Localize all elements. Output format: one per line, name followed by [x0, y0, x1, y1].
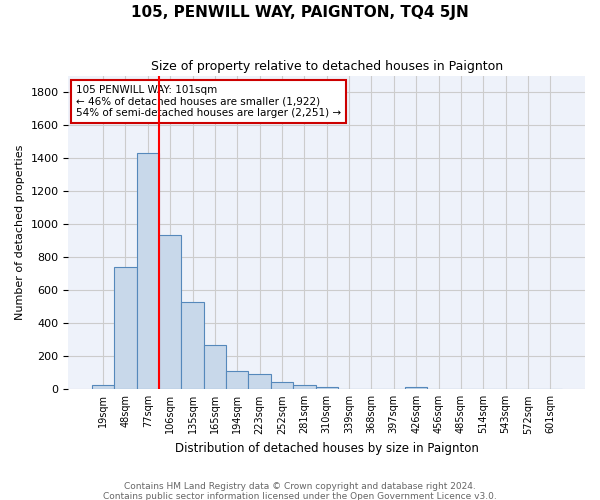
Text: Contains HM Land Registry data © Crown copyright and database right 2024.
Contai: Contains HM Land Registry data © Crown c…	[103, 482, 497, 500]
Text: 105, PENWILL WAY, PAIGNTON, TQ4 5JN: 105, PENWILL WAY, PAIGNTON, TQ4 5JN	[131, 5, 469, 20]
Bar	[137, 153, 159, 390]
X-axis label: Distribution of detached houses by size in Paignton: Distribution of detached houses by size …	[175, 442, 479, 455]
Bar	[316, 387, 338, 390]
Bar	[248, 374, 271, 390]
Bar	[226, 371, 248, 390]
Bar	[159, 235, 181, 390]
Bar	[405, 387, 427, 390]
Bar	[92, 385, 114, 390]
Bar	[114, 267, 137, 390]
Text: 105 PENWILL WAY: 101sqm
← 46% of detached houses are smaller (1,922)
54% of semi: 105 PENWILL WAY: 101sqm ← 46% of detache…	[76, 85, 341, 118]
Y-axis label: Number of detached properties: Number of detached properties	[15, 144, 25, 320]
Title: Size of property relative to detached houses in Paignton: Size of property relative to detached ho…	[151, 60, 503, 73]
Bar	[181, 302, 204, 390]
Bar	[204, 344, 226, 390]
Bar	[293, 385, 316, 390]
Bar	[271, 382, 293, 390]
